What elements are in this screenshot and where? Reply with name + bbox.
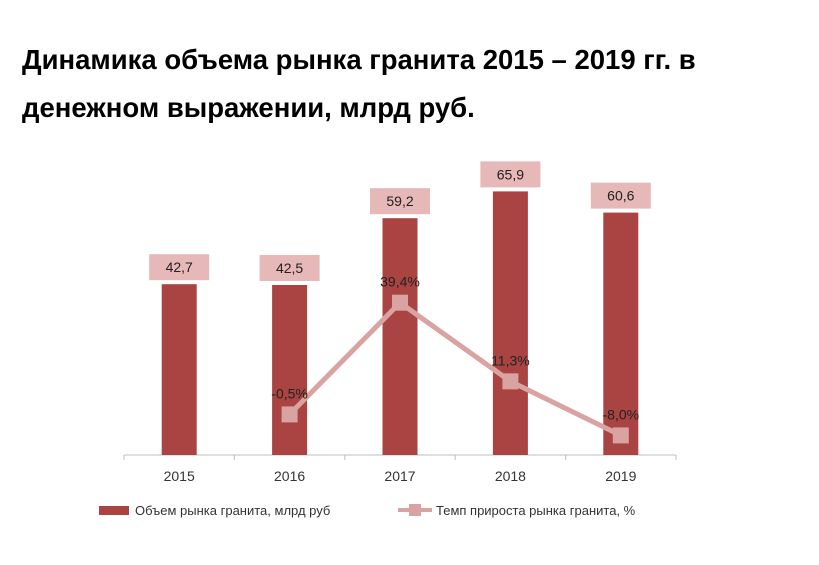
- bar-label-box-2018: [480, 161, 541, 188]
- x-axis-tick-labels: 2015 2016 2017 2018 2019: [164, 468, 637, 484]
- bar-data-labels: 42,7 42,5 59,2 65,9 60,6: [149, 161, 651, 281]
- legend-swatch-marker: [409, 504, 421, 516]
- x-axis-ticks: [123, 455, 677, 460]
- bar-2015: [161, 284, 197, 455]
- line-series: [281, 294, 629, 444]
- legend: Объем рынка гранита, млрд руб Темп приро…: [99, 503, 636, 518]
- bar-label-box-2016: [259, 255, 320, 281]
- line-data-labels: -0,5% 39,4% 11,3% -8,0%: [271, 274, 639, 423]
- legend-swatch-bar: [99, 506, 129, 515]
- growth-rate-line: [287, 300, 622, 438]
- legend-label-line: Темп прироста рынка гранита, %: [436, 503, 636, 518]
- bar-2016: [272, 285, 308, 455]
- growth-marker-2018: [502, 373, 519, 390]
- growth-label-2018: 11,3%: [491, 352, 530, 368]
- bar-series: [161, 191, 639, 455]
- x-tick-label-2019: 2019: [605, 468, 636, 484]
- bar-label-2018: 65,9: [497, 166, 524, 182]
- growth-label-2017: 39,4%: [380, 274, 420, 290]
- bar-2017: [382, 218, 418, 455]
- growth-label-2016: -0,5%: [271, 385, 308, 401]
- legend-label-bar: Объем рынка гранита, млрд руб: [135, 503, 330, 518]
- bar-label-box-2017: [370, 188, 430, 215]
- x-tick-label-2016: 2016: [274, 468, 305, 484]
- bar-2018: [492, 191, 528, 455]
- bar-label-2017: 59,2: [386, 193, 413, 209]
- growth-label-2019: -8,0%: [603, 406, 640, 422]
- x-tick-label-2018: 2018: [495, 468, 526, 484]
- x-tick-label-2015: 2015: [164, 468, 195, 484]
- growth-marker-2017: [392, 294, 408, 311]
- chart-title: Динамика объема рынка гранита 2015 – 201…: [22, 44, 696, 123]
- growth-marker-2019: [612, 427, 629, 444]
- bar-label-box-2019: [590, 182, 651, 209]
- bar-label-box-2015: [149, 254, 210, 281]
- bar-label-2019: 60,6: [607, 188, 634, 204]
- bar-label-2015: 42,7: [166, 259, 193, 275]
- growth-marker-2016: [281, 406, 298, 423]
- bar-label-2016: 42,5: [276, 260, 303, 276]
- bar-2019: [603, 212, 639, 455]
- x-tick-label-2017: 2017: [384, 468, 415, 484]
